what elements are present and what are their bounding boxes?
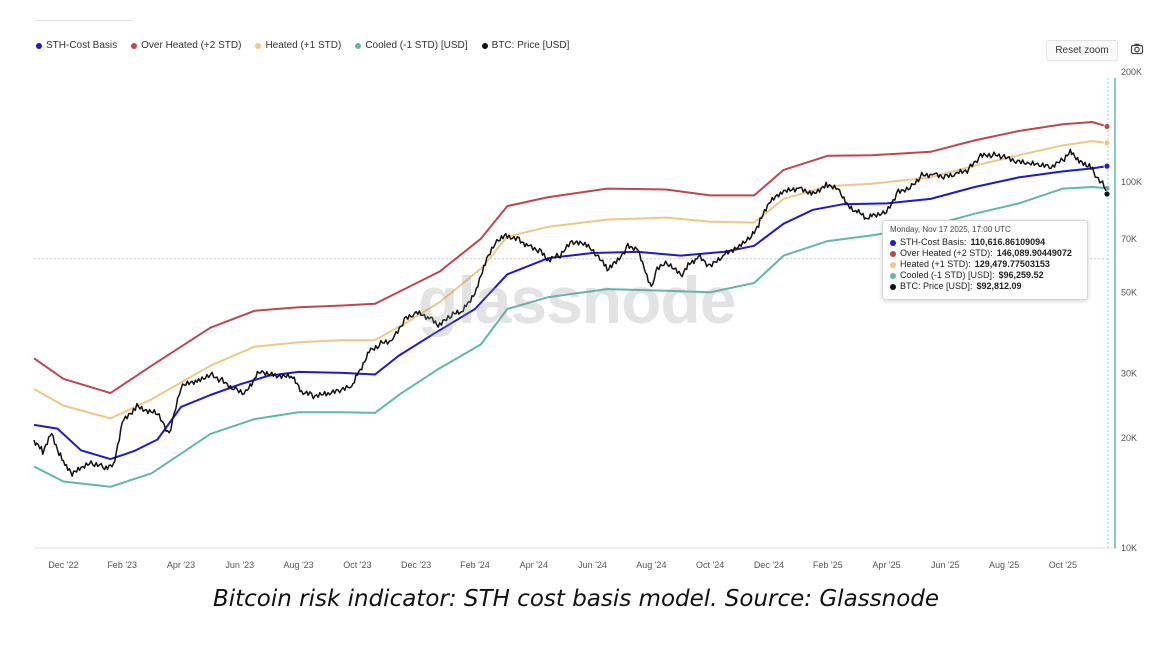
y-tick-label: 30K bbox=[1121, 368, 1137, 378]
camera-icon[interactable] bbox=[1130, 42, 1144, 56]
x-tick-label: Apr '24 bbox=[520, 560, 548, 570]
tooltip-label: Heated (+1 STD): bbox=[900, 259, 971, 269]
series-line-btc-price-usd bbox=[33, 148, 1108, 477]
x-tick-label: Apr '25 bbox=[872, 560, 900, 570]
tooltip-dot bbox=[890, 272, 896, 279]
legend-label: BTC: Price [USD] bbox=[491, 40, 570, 51]
tooltip-dot bbox=[890, 250, 896, 257]
series-end-marker-sth-cost-basis bbox=[1103, 162, 1111, 170]
x-tick-label: Aug '23 bbox=[283, 560, 313, 570]
y-tick-label: 70K bbox=[1121, 234, 1137, 244]
x-tick-label: Jun '25 bbox=[931, 560, 960, 570]
y-tick-label: 10K bbox=[1121, 543, 1137, 553]
tooltip-label: Cooled (-1 STD) [USD]: bbox=[900, 270, 995, 280]
legend-dot bbox=[36, 42, 42, 49]
tooltip-row-heated: Heated (+1 STD): 129,479.77503153 bbox=[890, 259, 1080, 270]
tooltip-row-cooled: Cooled (-1 STD) [USD]: $96,259.52 bbox=[890, 270, 1080, 281]
tooltip-row-sth-cost-basis: STH-Cost Basis: 110,616.86109094 bbox=[890, 237, 1080, 248]
legend-dot bbox=[481, 42, 488, 49]
tooltip-value: 110,616.86109094 bbox=[970, 237, 1046, 247]
series-line-sth-cost-basis bbox=[33, 165, 1108, 461]
series-line-over-heated-2-std bbox=[33, 121, 1108, 395]
legend-item-heated[interactable]: Heated (+1 STD) bbox=[255, 40, 341, 51]
x-tick-label: Jun '23 bbox=[225, 560, 254, 570]
tooltip-value: $92,812.09 bbox=[976, 281, 1022, 291]
x-tick-label: Aug '24 bbox=[636, 560, 666, 570]
legend-label: Over Heated (+2 STD) bbox=[141, 40, 242, 51]
x-tick-label: Feb '24 bbox=[460, 560, 490, 570]
tooltip-row-over-heated: Over Heated (+2 STD): 146,089.90449072 bbox=[890, 248, 1080, 259]
tooltip-value: $96,259.52 bbox=[998, 270, 1044, 280]
legend-dot bbox=[131, 42, 138, 49]
tooltip-label: BTC: Price [USD]: bbox=[900, 281, 973, 291]
y-tick-label: 100K bbox=[1121, 177, 1142, 187]
x-tick-label: Apr '23 bbox=[167, 560, 195, 570]
tooltip-row-btc-price: BTC: Price [USD]: $92,812.09 bbox=[890, 281, 1080, 292]
y-tick-label: 200K bbox=[1121, 67, 1142, 77]
x-tick-label: Jun '24 bbox=[578, 560, 607, 570]
y-tick-label: 50K bbox=[1121, 287, 1137, 297]
legend-label: Heated (+1 STD) bbox=[265, 40, 342, 51]
series-end-marker-over-heated-2-std bbox=[1103, 123, 1111, 130]
series-line-cooled-1-std-usd bbox=[33, 186, 1108, 488]
legend-item-cooled[interactable]: Cooled (-1 STD) [USD] bbox=[355, 40, 468, 51]
x-tick-label: Feb '25 bbox=[813, 560, 843, 570]
x-tick-label: Dec '23 bbox=[401, 560, 431, 570]
tooltip-dot bbox=[890, 239, 896, 246]
x-tick-label: Feb '23 bbox=[107, 560, 137, 570]
data-tooltip: Monday, Nov 17 2025, 17:00 UTC STH-Cost … bbox=[882, 220, 1088, 300]
x-tick-label: Dec '24 bbox=[754, 560, 784, 570]
x-tick-label: Dec '22 bbox=[48, 560, 78, 570]
legend-item-btc-price[interactable]: BTC: Price [USD] bbox=[481, 40, 570, 51]
x-tick-label: Oct '23 bbox=[343, 560, 371, 570]
series-end-marker-btc-price-usd bbox=[1103, 190, 1111, 198]
tooltip-date: Monday, Nov 17 2025, 17:00 UTC bbox=[890, 225, 1011, 234]
top-divider bbox=[34, 20, 134, 21]
figure-caption: Bitcoin risk indicator: STH cost basis m… bbox=[212, 586, 940, 612]
tooltip-label: Over Heated (+2 STD): bbox=[900, 248, 993, 258]
x-tick-label: Oct '24 bbox=[696, 560, 724, 570]
series-end-marker-heated-1-std bbox=[1103, 139, 1111, 147]
x-tick-label: Oct '25 bbox=[1049, 560, 1077, 570]
tooltip-value: 146,089.90449072 bbox=[996, 248, 1072, 258]
tooltip-dot bbox=[890, 261, 896, 268]
tooltip-value: 129,479.77503153 bbox=[974, 259, 1050, 269]
x-tick-label: Aug '25 bbox=[989, 560, 1019, 570]
legend-item-sth-cost-basis[interactable]: STH-Cost Basis bbox=[36, 40, 117, 51]
chart-legend: STH-Cost Basis Over Heated (+2 STD) Heat… bbox=[36, 40, 569, 51]
y-tick-label: 20K bbox=[1121, 433, 1137, 443]
legend-label: Cooled (-1 STD) [USD] bbox=[365, 40, 468, 51]
tooltip-dot bbox=[890, 283, 896, 290]
legend-dot bbox=[355, 42, 362, 49]
legend-item-over-heated[interactable]: Over Heated (+2 STD) bbox=[131, 40, 241, 51]
legend-dot bbox=[255, 42, 262, 49]
reset-zoom-button[interactable]: Reset zoom bbox=[1046, 40, 1118, 61]
tooltip-label: STH-Cost Basis: bbox=[900, 237, 967, 247]
legend-label: STH-Cost Basis bbox=[46, 40, 118, 51]
